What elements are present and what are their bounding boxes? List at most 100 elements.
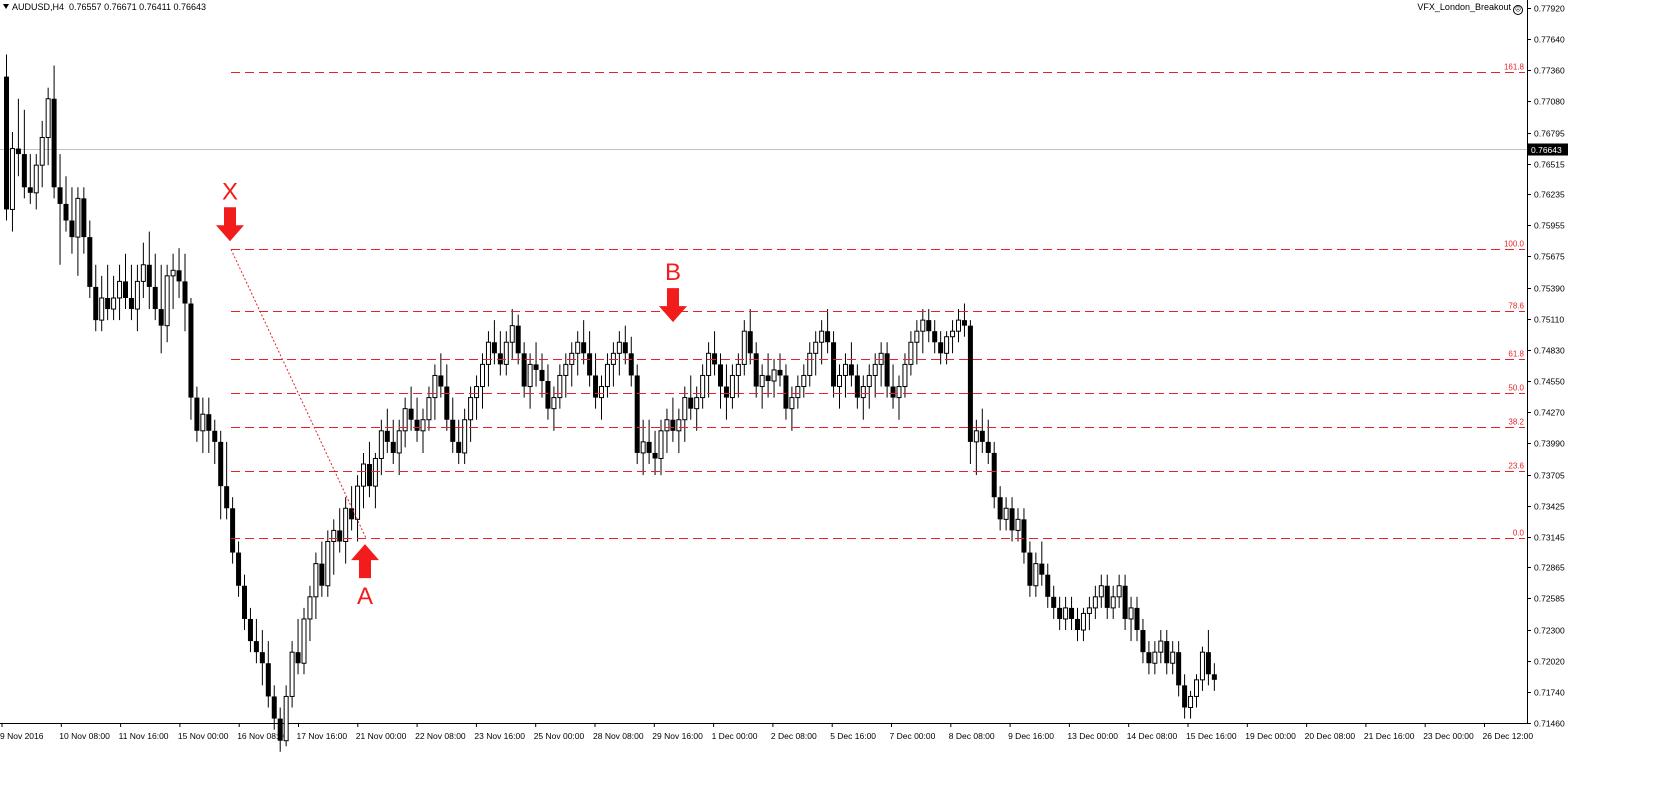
candle <box>813 331 819 376</box>
fib-level-label: 78.6 <box>1508 302 1524 311</box>
candle <box>242 574 247 631</box>
candle <box>27 154 33 204</box>
candle-body-bear <box>277 718 283 741</box>
candle <box>123 253 128 310</box>
candle-body-bear <box>247 618 253 642</box>
candle-body-bear <box>1009 508 1015 531</box>
expert-name: VFX_London_Breakout <box>1417 2 1511 12</box>
candle-body-bear <box>27 187 33 193</box>
candle-body-bull <box>1063 607 1069 620</box>
fib-trend-line <box>230 249 367 539</box>
candle-body-bull <box>1158 640 1164 653</box>
candle-body-bull <box>866 374 872 388</box>
candle <box>265 641 271 708</box>
pattern-point-b: B <box>659 259 687 323</box>
price-tick-label: 0.76795 <box>1534 129 1565 139</box>
candle <box>581 320 587 365</box>
expert-advisor-label[interactable]: VFX_London_Breakout ☹ <box>1417 2 1523 15</box>
candle-body-bear <box>747 331 753 354</box>
candle <box>557 364 563 409</box>
candle <box>491 320 497 365</box>
candles <box>4 54 1217 752</box>
candle <box>1051 585 1057 619</box>
fib-level-label: 38.2 <box>1508 418 1524 427</box>
candle-body-bear <box>932 331 938 343</box>
candle <box>81 187 87 254</box>
candle <box>860 375 866 420</box>
candle-body-bear <box>985 441 991 453</box>
time-tick-label: 17 Nov 16:00 <box>297 731 348 741</box>
chart-header: AUDUSD,H4 0.76557 0.76671 0.76411 0.7664… <box>3 2 206 12</box>
chevron-down-icon[interactable] <box>3 4 9 9</box>
candle-body-bear <box>718 364 723 387</box>
candle <box>1122 574 1128 631</box>
candle-body-bear <box>890 386 896 398</box>
candle-body-bull <box>45 98 51 138</box>
candle <box>961 303 967 337</box>
candle-body-bear <box>259 652 265 664</box>
candle-body-bull <box>557 374 563 399</box>
candle <box>33 154 39 210</box>
time-tick-label: 22 Nov 08:00 <box>415 731 466 741</box>
price-tick-label: 0.74830 <box>1534 346 1565 356</box>
candle-body-bear <box>146 264 152 287</box>
candle-body-bull <box>1188 695 1194 709</box>
candle-body-bear <box>652 452 658 459</box>
time-tick-label: 9 Dec 16:00 <box>1008 731 1054 741</box>
arrow-up-icon <box>351 544 379 579</box>
time-tick-label: 21 Dec 16:00 <box>1364 731 1415 741</box>
candle <box>682 386 688 442</box>
candle <box>236 541 242 597</box>
candle-body-bear <box>593 375 599 398</box>
candle <box>575 331 581 376</box>
candle <box>950 320 956 354</box>
candle-body-bear <box>539 369 545 381</box>
candle <box>1075 607 1080 642</box>
candle <box>1003 497 1009 531</box>
candle <box>634 364 640 465</box>
candle-body-bear <box>991 452 997 498</box>
candle-body-bear <box>765 375 771 381</box>
candle <box>1104 574 1110 619</box>
candle <box>944 331 950 365</box>
candle-body-bull <box>170 269 176 277</box>
candle <box>170 253 176 310</box>
candle <box>1110 585 1116 619</box>
candle-body-bear <box>1146 652 1152 664</box>
price-tick-label: 0.75955 <box>1534 221 1565 231</box>
candle-body-bear <box>884 353 890 387</box>
candle-body-bull <box>1080 612 1086 631</box>
candle-body-bear <box>1176 652 1182 686</box>
candle-body-bull <box>860 386 866 399</box>
candle <box>854 364 860 409</box>
candle-body-bear <box>533 364 539 370</box>
candle <box>75 187 81 276</box>
candle-body-bear <box>444 386 450 420</box>
candle <box>1152 641 1158 675</box>
candle-body-bear <box>926 320 932 332</box>
candle <box>878 342 884 387</box>
candle <box>1134 596 1140 642</box>
candle <box>188 297 194 420</box>
candle <box>140 242 146 298</box>
candle-body-bear <box>105 297 111 310</box>
candle <box>39 120 45 188</box>
arrow-down-icon <box>216 207 244 242</box>
candle <box>831 331 837 398</box>
candle <box>670 397 676 442</box>
candle-body-bull <box>343 507 349 542</box>
candle-body-bear <box>337 530 343 542</box>
candle <box>604 353 610 398</box>
candle-body-bear <box>1039 563 1045 575</box>
candle <box>593 353 599 409</box>
candle <box>158 264 164 354</box>
candle-body-bear <box>212 430 218 442</box>
candle-body-bear <box>753 353 759 387</box>
current-price-box <box>1528 143 1568 156</box>
candle <box>1021 508 1027 564</box>
candle-body-bull <box>682 397 688 421</box>
candle-body-bull <box>676 419 682 432</box>
candle <box>712 331 718 376</box>
